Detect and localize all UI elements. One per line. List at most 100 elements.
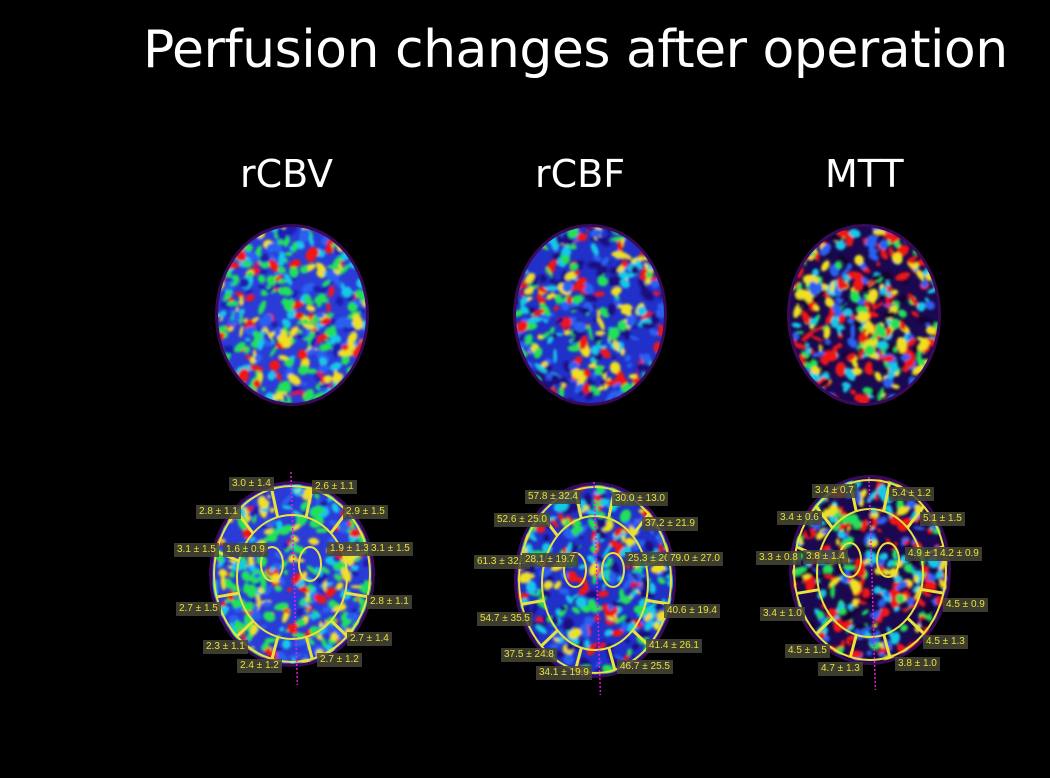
roi-mtt-blob	[913, 575, 919, 583]
rcbv-blob	[348, 391, 355, 401]
mtt-blob	[829, 307, 835, 317]
roi-mtt-blob	[912, 584, 920, 593]
rcbv-blob	[278, 279, 287, 284]
roi-rcbv-blob	[368, 648, 372, 655]
roi-rcbv-blob	[263, 611, 276, 622]
roi-value-label: 2.9 ± 1.5	[343, 505, 388, 519]
mtt-blob	[907, 393, 919, 400]
roi-rcbv-blob	[269, 566, 276, 573]
rcbv-blob	[224, 227, 234, 232]
roi-mtt-blob	[793, 574, 804, 585]
roi-rcbv-blob	[314, 594, 327, 604]
rcbv-blob	[358, 240, 365, 246]
mtt-roi-panel: 3.4 ± 0.7 5.4 ± 1.2 3.4 ± 0.6 5.1 ± 1.5 3.3 …	[750, 475, 1000, 690]
roi-rcbf-blob	[623, 617, 633, 624]
rcbv-blob	[289, 326, 299, 337]
rcbv-blob	[230, 384, 243, 393]
column-heading-mtt: MTT	[825, 152, 904, 196]
mtt-blob	[819, 243, 832, 256]
rcbv-blob	[340, 227, 351, 232]
roi-mtt-blob	[833, 513, 837, 519]
rcbv-blob	[274, 275, 283, 282]
roi-outer-ring	[213, 485, 371, 663]
mtt-blob	[880, 271, 893, 281]
roi-value-label: 3.0 ± 1.4	[229, 477, 274, 491]
roi-mtt-blob	[842, 564, 856, 571]
rcbv-blob	[218, 237, 230, 245]
rcbv-blob	[259, 313, 273, 327]
mtt-blob	[918, 238, 924, 249]
roi-rcbv-blob	[279, 626, 285, 632]
roi-mtt-blob	[879, 554, 885, 560]
roi-rcbf-blob	[583, 505, 590, 511]
rcbv-blob	[320, 317, 331, 325]
roi-mtt-blob	[922, 580, 938, 591]
mtt-blob	[911, 311, 919, 317]
roi-value-label: 2.8 ± 1.1	[367, 595, 412, 609]
roi-value-label: 2.4 ± 1.2	[237, 659, 282, 673]
mtt-blob	[811, 335, 823, 342]
roi-rcbv-blob	[262, 492, 270, 502]
rcbv-blob	[218, 253, 222, 259]
rcbf-blob	[639, 235, 654, 244]
rcbf-blob	[560, 301, 570, 311]
roi-rcbv-blob	[308, 538, 319, 545]
roi-rcbv-blob	[264, 637, 277, 643]
roi-rcbf-blob	[594, 528, 607, 540]
rcbv-blob	[341, 344, 349, 351]
roi-rcbv-blob	[321, 619, 326, 625]
mtt-blob	[912, 365, 924, 375]
mtt-blob	[803, 393, 814, 401]
rcbv-blob	[305, 305, 316, 312]
roi-right-ellipse	[298, 546, 322, 582]
roi-mtt-blob	[822, 564, 834, 575]
rcbv-blob	[343, 228, 350, 242]
roi-rcbv-blob	[281, 494, 293, 507]
roi-rcbf-blob	[624, 520, 631, 528]
roi-rcbf-blob	[620, 621, 629, 632]
rcbv-blob	[276, 227, 287, 242]
rcbv-blob	[266, 286, 275, 294]
mtt-blob	[905, 393, 911, 400]
rcbf-blob	[529, 234, 538, 249]
roi-outer-ring	[793, 479, 947, 661]
roi-value-label: 2.3 ± 1.1	[203, 640, 248, 654]
roi-value-label: 2.7 ± 1.2	[317, 653, 362, 667]
roi-mtt-blob	[835, 538, 840, 546]
rcbv-blob	[310, 336, 318, 347]
midline	[868, 475, 877, 690]
rcbv-blob	[341, 286, 353, 298]
rcbf-blob	[575, 284, 586, 290]
roi-rcbf-blob	[663, 569, 670, 578]
roi-mtt-blob	[877, 598, 887, 608]
rcbf-blob	[585, 227, 595, 232]
roi-rcbv-blob	[283, 542, 289, 550]
roi-mtt-blob	[860, 519, 868, 532]
roi-value-label: 3.4 ± 0.7	[812, 484, 857, 498]
mtt-blob	[922, 391, 938, 398]
rcbf-blob	[628, 373, 638, 379]
rcbf-blob	[640, 391, 647, 398]
roi-rcbf-blob	[667, 624, 673, 634]
rcbv-blob	[335, 316, 350, 329]
roi-mtt-blob	[889, 587, 900, 598]
roi-value-label: 4.2 ± 0.9	[937, 547, 982, 561]
roi-rcbv-blob	[325, 587, 336, 598]
rcbf-blob	[558, 386, 565, 398]
roi-mtt-blob	[890, 632, 901, 645]
roi-rcbf-blob	[550, 519, 559, 528]
roi-rcbv-blob	[306, 565, 320, 576]
mtt-blob	[875, 323, 887, 339]
rcbv-blob	[316, 375, 322, 382]
rcbv-blob	[281, 380, 291, 393]
roi-rcbf-blob	[643, 613, 653, 623]
mtt-blob	[847, 337, 858, 349]
roi-value-label: 4.5 ± 1.5	[785, 644, 830, 658]
rcbv-blob	[306, 368, 317, 374]
roi-rcbf-blob	[517, 666, 522, 673]
roi-rcbv-blob	[359, 583, 368, 593]
roi-rcbv-blob	[224, 578, 233, 589]
rcbf-blob	[621, 303, 634, 317]
roi-rcbv-blob	[278, 576, 286, 586]
roi-mtt-blob	[935, 570, 944, 579]
